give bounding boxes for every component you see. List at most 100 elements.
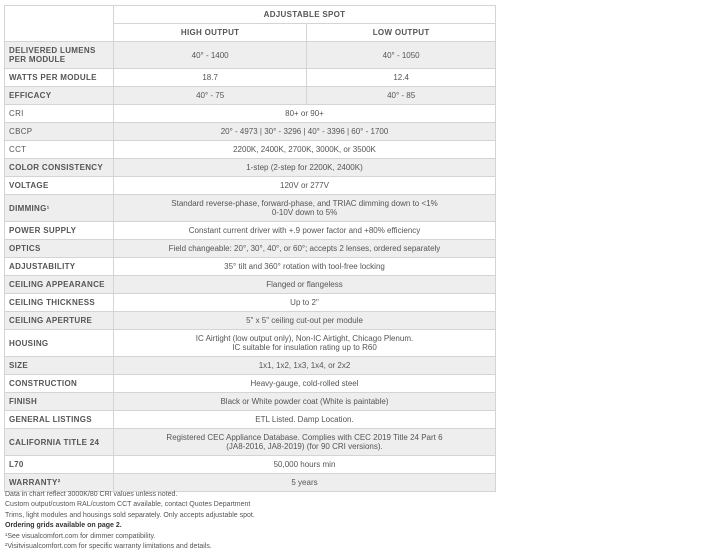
table-row: CEILING THICKNESS Up to 2" xyxy=(4,293,496,312)
row-label: WATTS PER MODULE xyxy=(4,68,114,87)
row-label: OPTICS xyxy=(4,239,114,258)
value-line: 35° tilt and 360° rotation with tool-fre… xyxy=(224,262,385,271)
cell-value: 5" x 5" ceiling cut-out per module xyxy=(113,311,496,330)
row-label: CRI xyxy=(4,104,114,123)
row-label: CEILING APERTURE xyxy=(4,311,114,330)
value-line: 1x1, 1x2, 1x3, 1x4, or 2x2 xyxy=(258,361,351,370)
row-label: DIMMING¹ xyxy=(4,194,114,222)
row-label: L70 xyxy=(4,455,114,474)
cell-value: Constant current driver with +.9 power f… xyxy=(113,221,496,240)
table-row: POWER SUPPLY Constant current driver with… xyxy=(4,221,496,240)
table-row: COLOR CONSISTENCY 1-step (2-step for 2200… xyxy=(4,158,496,177)
cell-value: Registered CEC Appliance Database. Compl… xyxy=(113,428,496,456)
cell-low: 40° - 1050 xyxy=(306,41,496,69)
corner-cell xyxy=(4,5,114,42)
value-line: 20° - 4973 | 30° - 3296 | 40° - 3396 | 6… xyxy=(220,127,389,136)
cell-value: 120V or 277V xyxy=(113,176,496,195)
value-line: Constant current driver with +.9 power f… xyxy=(188,226,421,235)
table-row: CBCP 20° - 4973 | 30° - 3296 | 40° - 3396… xyxy=(4,122,496,141)
row-label: CONSTRUCTION xyxy=(4,374,114,393)
table-row: L70 50,000 hours min xyxy=(4,455,496,474)
table-row: CCT 2200K, 2400K, 2700K, 3000K, or 3500K xyxy=(4,140,496,159)
value-line: 0-10V down to 5% xyxy=(271,208,338,217)
table-row: FINISH Black or White powder coat (White … xyxy=(4,392,496,411)
cell-value: Flanged or flangeless xyxy=(113,275,496,294)
row-label: COLOR CONSISTENCY xyxy=(4,158,114,177)
table-row: HOUSING IC Airtight (low output only), No… xyxy=(4,329,496,357)
value-line: 80+ or 90+ xyxy=(285,109,324,118)
cell-value: Field changeable: 20°, 30°, 40°, or 60°;… xyxy=(113,239,496,258)
row-label: POWER SUPPLY xyxy=(4,221,114,240)
value-line: 120V or 277V xyxy=(280,181,329,190)
value-line: 5 years xyxy=(291,478,318,487)
cell-value: 1-step (2-step for 2200K, 2400K) xyxy=(113,158,496,177)
row-label: EFFICACY xyxy=(4,86,114,105)
row-label: CBCP xyxy=(4,122,114,141)
cell-value: Standard reverse-phase, forward-phase, a… xyxy=(113,194,496,222)
value-line: Standard reverse-phase, forward-phase, a… xyxy=(171,199,438,208)
table-row: CEILING APPEARANCE Flanged or flangeless xyxy=(4,275,496,294)
cell-value: IC Airtight (low output only), Non-IC Ai… xyxy=(113,329,496,357)
cell-value: Black or White powder coat (White is pai… xyxy=(113,392,496,411)
row-label: WARRANTY² xyxy=(4,473,114,492)
table-row: SIZE 1x1, 1x2, 1x3, 1x4, or 2x2 xyxy=(4,356,496,375)
cell-value: 20° - 4973 | 30° - 3296 | 40° - 3396 | 6… xyxy=(113,122,496,141)
cell-value: 80+ or 90+ xyxy=(113,104,496,123)
row-label: GENERAL LISTINGS xyxy=(4,410,114,429)
row-label: SIZE xyxy=(4,356,114,375)
table-row: WATTS PER MODULE 18.7 12.4 xyxy=(4,68,496,87)
row-label: VOLTAGE xyxy=(4,176,114,195)
cell-value: Up to 2" xyxy=(113,293,496,312)
col-header-low: LOW OUTPUT xyxy=(306,23,496,42)
value-line: Field changeable: 20°, 30°, 40°, or 60°;… xyxy=(168,244,441,253)
cell-low: 12.4 xyxy=(306,68,496,87)
row-label: ADJUSTABILITY xyxy=(4,257,114,276)
table-row: CONSTRUCTION Heavy-gauge, cold-rolled ste… xyxy=(4,374,496,393)
value-line: Flanged or flangeless xyxy=(266,280,343,289)
table-row: EFFICACY 40° - 75 40° - 85 xyxy=(4,86,496,105)
value-line: Registered CEC Appliance Database. Compl… xyxy=(166,433,443,442)
value-line: Black or White powder coat (White is pai… xyxy=(220,397,389,406)
cell-high: 40° - 1400 xyxy=(112,41,308,69)
cell-low: 40° - 85 xyxy=(306,86,496,105)
cell-value: 2200K, 2400K, 2700K, 3000K, or 3500K xyxy=(113,140,496,159)
cell-value: 35° tilt and 360° rotation with tool-fre… xyxy=(113,257,496,276)
row-label: CALIFORNIA TITLE 24 xyxy=(4,428,114,456)
value-line: Up to 2" xyxy=(290,298,319,307)
value-line: Heavy-gauge, cold-rolled steel xyxy=(250,379,359,388)
cell-high: 40° - 75 xyxy=(112,86,308,105)
note: ²Visitvisualcomfort.com for specific war… xyxy=(5,543,212,551)
value-line: ETL Listed. Damp Location. xyxy=(255,415,354,424)
cell-value: Heavy-gauge, cold-rolled steel xyxy=(113,374,496,393)
spec-table: ADJUSTABLE SPOT HIGH OUTPUT LOW OUTPUT DE… xyxy=(4,5,496,492)
note-bold: Ordering grids available on page 2. xyxy=(5,522,122,530)
row-label: CEILING APPEARANCE xyxy=(4,275,114,294)
value-line: 1-step (2-step for 2200K, 2400K) xyxy=(246,163,363,172)
row-label: FINISH xyxy=(4,392,114,411)
value-line: 50,000 hours min xyxy=(273,460,336,469)
table-row: DELIVERED LUMENS PER MODULE 40° - 1400 40°… xyxy=(4,41,496,69)
row-label: DELIVERED LUMENS PER MODULE xyxy=(4,41,114,69)
footnotes: Data in chart reflect 3000K/80 CRI value… xyxy=(5,490,255,552)
row-label: CEILING THICKNESS xyxy=(4,293,114,312)
value-line: (JA8-2016, JA8-2019) (for 90 CRI version… xyxy=(226,442,383,451)
col-header-high: HIGH OUTPUT xyxy=(112,23,308,42)
table-row: OPTICS Field changeable: 20°, 30°, 40°, o… xyxy=(4,239,496,258)
table-row: CALIFORNIA TITLE 24 Registered CEC Applia… xyxy=(4,428,496,456)
row-label: CCT xyxy=(4,140,114,159)
table-row: VOLTAGE 120V or 277V xyxy=(4,176,496,195)
note: Trims, light modules and housings sold s… xyxy=(5,511,255,519)
table-row: DIMMING¹ Standard reverse-phase, forward-… xyxy=(4,194,496,222)
table-row: CEILING APERTURE 5" x 5" ceiling cut-out … xyxy=(4,311,496,330)
value-line: 5" x 5" ceiling cut-out per module xyxy=(246,316,363,325)
cell-value: 1x1, 1x2, 1x3, 1x4, or 2x2 xyxy=(113,356,496,375)
cell-value: ETL Listed. Damp Location. xyxy=(113,410,496,429)
row-label: HOUSING xyxy=(4,329,114,357)
cell-high: 18.7 xyxy=(112,68,308,87)
value-line: IC Airtight (low output only), Non-IC Ai… xyxy=(195,334,414,343)
group-header: ADJUSTABLE SPOT xyxy=(113,5,496,24)
table-row: CRI 80+ or 90+ xyxy=(4,104,496,123)
note: ¹See visualcomfort.com for dimmer compat… xyxy=(5,532,156,540)
note: Custom output/custom RAL/custom CCT avai… xyxy=(5,501,251,509)
table-row: ADJUSTABILITY 35° tilt and 360° rotation … xyxy=(4,257,496,276)
